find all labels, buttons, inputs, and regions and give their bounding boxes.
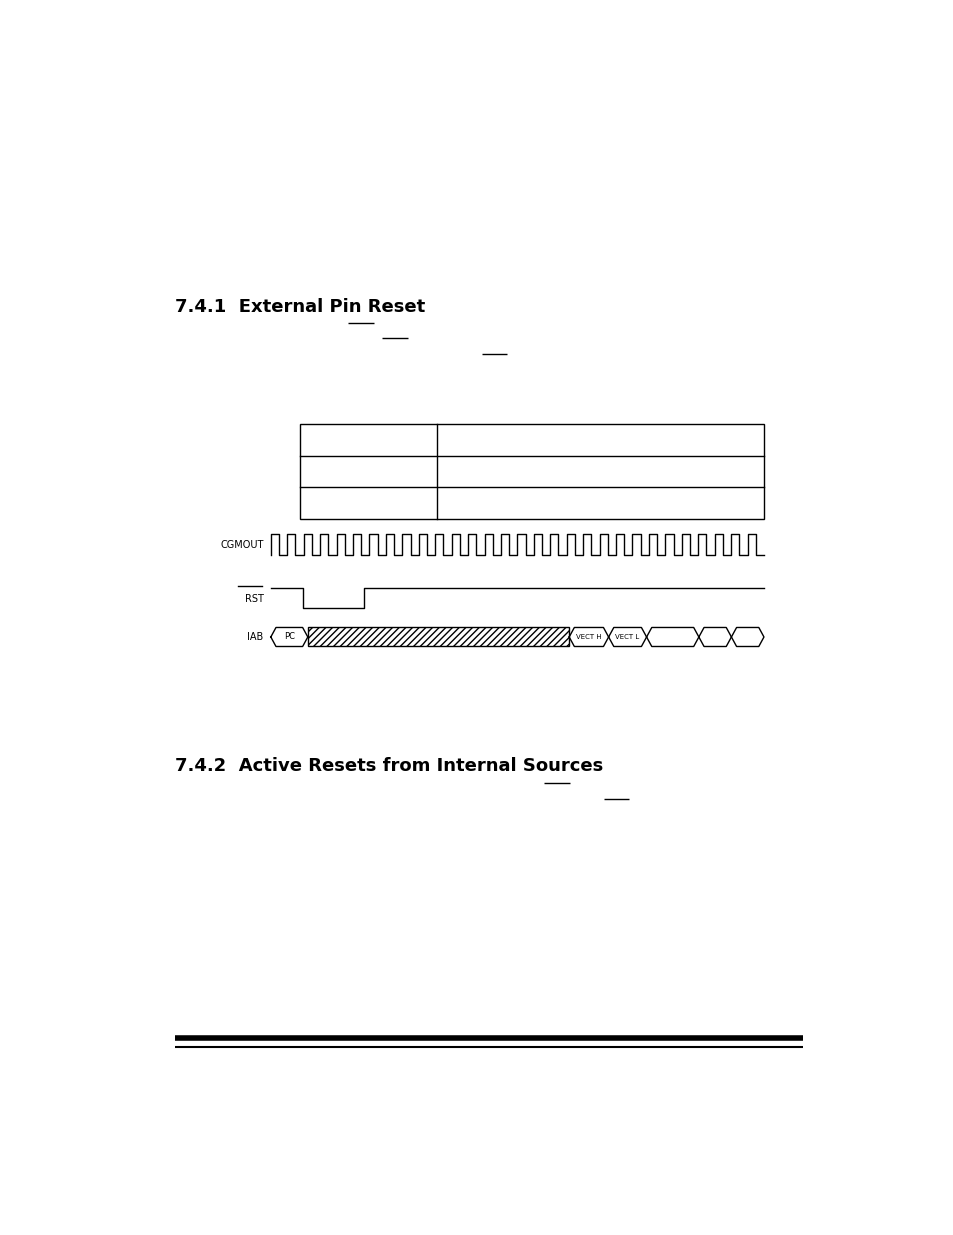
Text: CGMOUT: CGMOUT bbox=[220, 540, 263, 550]
Bar bbox=[308, 627, 569, 646]
Text: 7.4.1  External Pin Reset: 7.4.1 External Pin Reset bbox=[174, 299, 424, 316]
Bar bbox=[300, 424, 763, 519]
Text: PC: PC bbox=[283, 632, 294, 641]
Text: VECT H: VECT H bbox=[576, 634, 601, 640]
Text: VECT L: VECT L bbox=[615, 634, 639, 640]
Text: IAB: IAB bbox=[247, 632, 263, 642]
Text: RST: RST bbox=[244, 594, 263, 604]
Text: 7.4.2  Active Resets from Internal Sources: 7.4.2 Active Resets from Internal Source… bbox=[174, 757, 602, 774]
